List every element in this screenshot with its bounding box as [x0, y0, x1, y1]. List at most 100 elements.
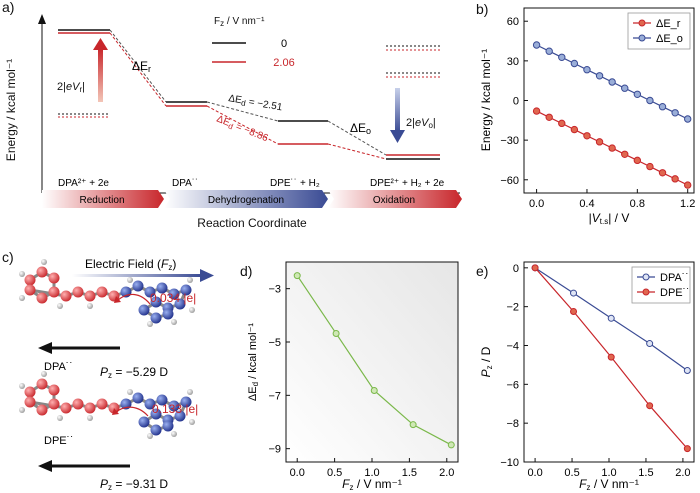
species-1: DPA˙˙ — [172, 178, 198, 189]
y-tick-label: −10 — [500, 457, 519, 469]
stage-band-oxidation — [328, 190, 462, 208]
annot-eVr: 2|eVr| — [57, 81, 85, 94]
legend-label: DPA˙˙ — [660, 272, 689, 284]
atom-blue — [162, 308, 174, 320]
panel-d-frame — [285, 261, 459, 463]
data-point — [608, 78, 616, 86]
panel-c: c) Electric Field (Fz) 0.034 |e| DPA˙˙ P… — [2, 249, 214, 492]
atom-blue — [132, 392, 144, 404]
annot-eVo: 2|eVo| — [406, 117, 436, 130]
data-point — [583, 132, 591, 140]
data-point — [621, 150, 629, 158]
atom-red — [96, 398, 108, 410]
data-point — [646, 162, 654, 171]
atom-red — [36, 266, 48, 278]
x-tick-label: 0.0 — [527, 467, 542, 479]
atom-h — [19, 271, 25, 277]
panel-b-xlabel: |Vt.s| / V — [589, 211, 630, 226]
y-tick-label: −8 — [506, 418, 519, 430]
panel-a-y-arrowhead — [38, 14, 46, 24]
data-point — [621, 84, 629, 92]
mol-top-label: DPA˙˙ — [44, 361, 73, 373]
species-0: DPA²⁺ + 2e — [58, 178, 109, 189]
y-tick-label: −9 — [268, 444, 281, 456]
data-point — [633, 156, 642, 165]
atom-red — [96, 286, 108, 298]
annot-dEr: ΔEr — [132, 59, 151, 74]
panel-a-ylabel: Energy / kcal mol⁻¹ — [4, 59, 18, 161]
atom-h — [41, 259, 47, 265]
atom-h — [41, 371, 47, 377]
charge-transfer-arrowhead-top — [114, 296, 121, 303]
panel-a: a) Energy / kcal mol⁻¹ Fz / V nm⁻¹ 0 2.0… — [2, 0, 462, 230]
annot-dEd-0: ΔEd = −2.51 — [227, 93, 283, 114]
stage-band-dehydrogenation — [164, 190, 328, 208]
atom-h — [19, 295, 25, 301]
panel-e-label: e) — [476, 263, 488, 279]
charge-top: 0.034 |e| — [150, 291, 196, 305]
oxidation-arrow-head — [390, 130, 405, 143]
x-tick-label: 0.0 — [529, 198, 544, 210]
dipole-arrowhead-top — [38, 342, 52, 354]
atom-h — [187, 277, 193, 283]
panel-d-ylabel: ΔEd / kcal mol⁻¹ — [247, 323, 260, 401]
panel-d-label: d) — [240, 263, 252, 279]
atom-blue — [150, 424, 162, 436]
legend-label: DPE˙˙ — [660, 287, 690, 299]
data-point — [658, 169, 667, 177]
atom-red — [72, 398, 84, 410]
data-point — [658, 103, 667, 111]
panel-e-legend-items: DPA˙˙ DPE˙˙ — [637, 272, 690, 299]
data-point — [558, 53, 566, 61]
panel-e-ylabel: Pz / D — [479, 346, 494, 377]
atom-blue — [156, 394, 168, 406]
species-2: DPE˙˙ + H₂ — [270, 178, 320, 189]
panel-e: e) Pz / D Fz / V nm⁻¹ 0.0 0.5 1.0 1.5 2.0 0 −2… — [476, 261, 695, 492]
data-point — [595, 72, 604, 80]
atom-red — [24, 274, 36, 286]
data-point — [684, 115, 692, 123]
atom-blue — [138, 416, 150, 428]
y-tick-label: −5 — [268, 337, 281, 349]
panel-e-ticks: 0.0 0.5 1.0 1.5 2.0 0 −2 −4 −6 −8 −10 — [500, 263, 690, 479]
x-tick-label: 2.0 — [675, 467, 690, 479]
y-tick-label: 0 — [513, 96, 519, 108]
connector-2-black — [206, 101, 279, 122]
atom-h — [147, 321, 153, 327]
x-tick-label: 0.5 — [327, 467, 342, 479]
x-tick-label: 1.0 — [364, 467, 379, 479]
data-point — [608, 144, 616, 152]
data-point — [595, 138, 604, 146]
legend-label: ΔE_r — [656, 18, 681, 30]
atom-red — [48, 398, 60, 410]
x-tick-label: 2.0 — [439, 467, 454, 479]
data-point — [683, 367, 691, 375]
charge-transfer-arrowhead-bottom — [112, 408, 119, 415]
charge-transfer-arrow-top — [117, 293, 151, 305]
data-point — [332, 329, 340, 337]
legend-marker — [642, 288, 650, 296]
data-point — [607, 353, 615, 361]
annot-dEo: ΔEo — [350, 121, 371, 136]
connector-3-red — [327, 143, 387, 160]
charge-bottom: 0.133 |e| — [152, 402, 198, 416]
data-point — [671, 175, 679, 183]
atom-blue — [156, 282, 168, 294]
atom-h — [147, 433, 153, 439]
stage-0: Reduction — [79, 195, 124, 206]
x-tick-label: 1.5 — [402, 467, 417, 479]
data-point — [570, 308, 578, 316]
data-point — [532, 107, 541, 115]
panel-e-xlabel: Fz / V nm⁻¹ — [579, 477, 639, 492]
atom-red — [24, 396, 36, 408]
y-tick-label: 60 — [507, 16, 519, 28]
field-arrow-head — [200, 269, 214, 282]
atom-blue — [150, 312, 162, 324]
connector-1-red — [109, 32, 167, 107]
data-point — [370, 387, 378, 395]
bond — [29, 400, 67, 410]
atom-red — [48, 272, 60, 284]
data-point — [409, 421, 417, 429]
x-tick-label: 0.4 — [579, 198, 594, 210]
